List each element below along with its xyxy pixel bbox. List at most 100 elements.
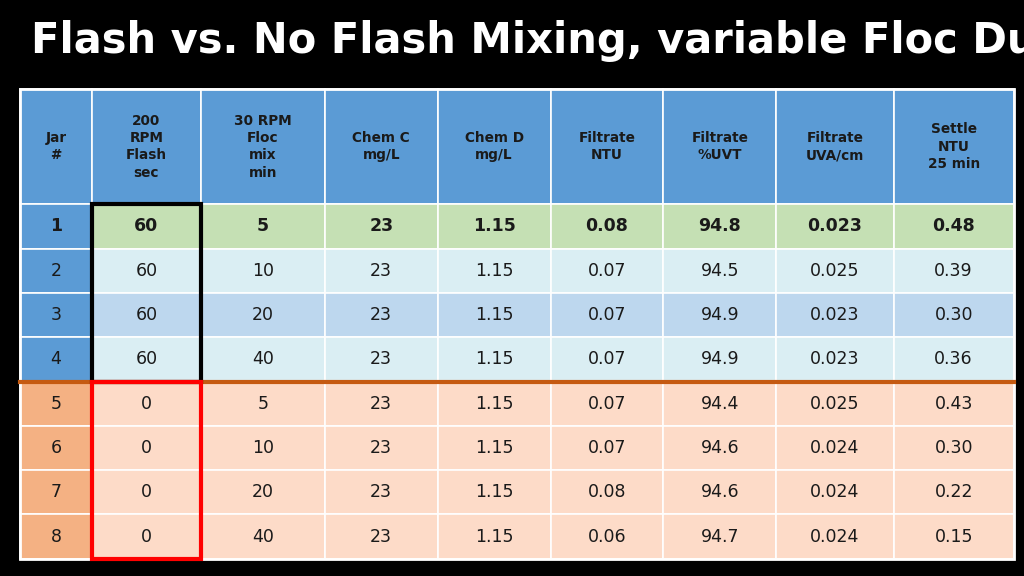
Bar (202, 381, 325, 426)
Text: 0.023: 0.023 (810, 350, 860, 369)
Bar (664, 249, 776, 293)
Bar (664, 426, 776, 470)
Bar (202, 514, 325, 559)
Bar (202, 470, 325, 514)
Text: 8: 8 (50, 528, 61, 545)
Bar (20, 381, 91, 426)
Text: 23: 23 (369, 218, 393, 236)
Text: 3: 3 (50, 306, 61, 324)
Text: 94.5: 94.5 (700, 262, 739, 280)
Bar (91, 337, 202, 381)
Bar (91, 514, 202, 559)
Bar (437, 514, 551, 559)
Text: 40: 40 (252, 528, 274, 545)
Text: 23: 23 (371, 439, 392, 457)
Text: 0: 0 (141, 395, 152, 412)
Bar (776, 514, 894, 559)
Text: 0.08: 0.08 (588, 483, 627, 501)
Bar (551, 426, 664, 470)
Text: 0.36: 0.36 (934, 350, 973, 369)
Bar (202, 249, 325, 293)
Text: Filtrate
%UVT: Filtrate %UVT (691, 131, 749, 162)
Text: 0.30: 0.30 (934, 439, 973, 457)
Text: 1.15: 1.15 (475, 483, 513, 501)
Text: 94.6: 94.6 (700, 483, 739, 501)
Bar (894, 337, 1014, 381)
Bar (551, 249, 664, 293)
Bar (325, 249, 437, 293)
Bar (202, 204, 325, 249)
Text: 1.15: 1.15 (475, 262, 513, 280)
Bar (664, 470, 776, 514)
Bar (894, 293, 1014, 337)
Text: 0.07: 0.07 (588, 262, 627, 280)
Bar (437, 89, 551, 204)
Bar (91, 249, 202, 293)
Text: 5: 5 (258, 395, 268, 412)
Text: 200
RPM
Flash
sec: 200 RPM Flash sec (126, 114, 167, 180)
Text: Filtrate
NTU: Filtrate NTU (579, 131, 636, 162)
Bar (776, 470, 894, 514)
Bar (894, 89, 1014, 204)
Bar (894, 204, 1014, 249)
Bar (91, 204, 202, 381)
Bar (20, 293, 91, 337)
Bar (551, 337, 664, 381)
Text: 23: 23 (371, 395, 392, 412)
Bar (325, 293, 437, 337)
Text: 30 RPM
Floc
mix
min: 30 RPM Floc mix min (234, 114, 292, 180)
Text: 23: 23 (371, 262, 392, 280)
Bar (91, 381, 202, 559)
Text: 60: 60 (135, 306, 158, 324)
Text: 0: 0 (141, 483, 152, 501)
Text: Chem C
mg/L: Chem C mg/L (352, 131, 410, 162)
Text: 1.15: 1.15 (475, 395, 513, 412)
Text: 0.22: 0.22 (934, 483, 973, 501)
Text: 0: 0 (141, 439, 152, 457)
Bar (325, 204, 437, 249)
Text: 0.39: 0.39 (934, 262, 973, 280)
Text: 23: 23 (371, 306, 392, 324)
Bar (551, 293, 664, 337)
Bar (894, 249, 1014, 293)
Text: 0.025: 0.025 (810, 262, 860, 280)
Bar (20, 470, 91, 514)
Text: 94.8: 94.8 (698, 218, 741, 236)
Bar (20, 426, 91, 470)
Text: 0.07: 0.07 (588, 350, 627, 369)
Text: 94.9: 94.9 (700, 306, 739, 324)
Bar (20, 337, 91, 381)
Bar (20, 514, 91, 559)
Text: 94.9: 94.9 (700, 350, 739, 369)
Bar (776, 249, 894, 293)
Bar (325, 514, 437, 559)
Bar (202, 89, 325, 204)
Text: Chem D
mg/L: Chem D mg/L (465, 131, 523, 162)
Text: 0.30: 0.30 (934, 306, 973, 324)
Bar (664, 293, 776, 337)
Bar (437, 337, 551, 381)
Bar (551, 514, 664, 559)
Text: 60: 60 (135, 262, 158, 280)
Bar (91, 293, 202, 337)
Bar (437, 249, 551, 293)
Bar (894, 514, 1014, 559)
Bar (325, 470, 437, 514)
Text: 20: 20 (252, 306, 274, 324)
Bar (202, 293, 325, 337)
Text: 1: 1 (50, 218, 62, 236)
Bar (776, 204, 894, 249)
Bar (437, 381, 551, 426)
Text: 0.025: 0.025 (810, 395, 860, 412)
Text: 1.15: 1.15 (475, 350, 513, 369)
Text: 40: 40 (252, 350, 274, 369)
Text: 0.08: 0.08 (586, 218, 629, 236)
Text: 0.024: 0.024 (810, 439, 860, 457)
Text: 0.023: 0.023 (810, 306, 860, 324)
Bar (551, 89, 664, 204)
Text: 0.07: 0.07 (588, 395, 627, 412)
Bar (325, 337, 437, 381)
Bar (894, 381, 1014, 426)
Text: 20: 20 (252, 483, 274, 501)
Text: 0.07: 0.07 (588, 439, 627, 457)
